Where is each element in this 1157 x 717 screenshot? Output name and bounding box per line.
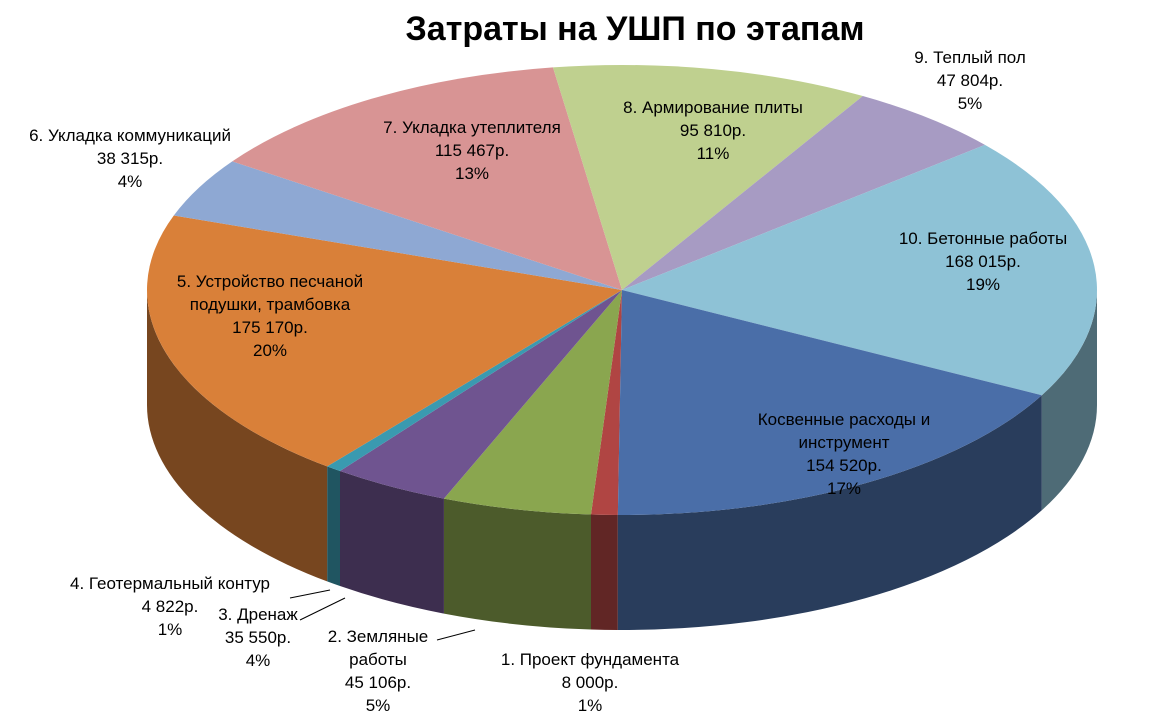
value-labels: 8 000р. xyxy=(561,673,619,692)
categories: 10. Бетонные работы xyxy=(898,229,1068,248)
chart-title: Затраты на УШП по этапам xyxy=(405,10,865,48)
slice xyxy=(146,215,622,467)
slice-label: 7. Укладка утеплителя 115 467р. 13% xyxy=(362,116,582,185)
slice-label: 8. Армирование плиты 95 810р. 11% xyxy=(593,96,833,165)
value-labels: 35 550р. xyxy=(224,628,292,647)
slice-label: 10. Бетонные работы 168 015р. 19% xyxy=(873,227,1093,296)
categories: 9. Теплый пол xyxy=(914,48,1026,67)
slice-side xyxy=(443,498,592,630)
slice-side xyxy=(617,395,1042,630)
slice-label: 2. Земляные работы 45 106р. 5% xyxy=(313,625,443,717)
categories: 7. Укладка утеплителя xyxy=(383,118,561,137)
slice xyxy=(552,65,863,291)
slice-side xyxy=(1041,290,1097,511)
percent-labels: 17% xyxy=(826,479,862,498)
slice-label: 5. Устройство песчаной подушки, трамбовк… xyxy=(155,270,385,362)
slice-side xyxy=(340,471,444,614)
categories: 2. Земляные работы xyxy=(327,627,429,669)
slice xyxy=(591,290,622,515)
value-labels: 45 106р. xyxy=(344,673,412,692)
slice xyxy=(617,290,1042,516)
value-labels: 4 822р. xyxy=(141,597,199,616)
percent-labels: 19% xyxy=(965,275,1001,294)
percent-labels: 5% xyxy=(957,94,983,113)
slice-label: 4. Геотермальный контур 4 822р. 1% xyxy=(50,572,290,641)
categories: 1. Проект фундамента xyxy=(500,650,680,669)
slice xyxy=(327,290,622,472)
slice xyxy=(173,161,623,290)
value-labels: 154 520р. xyxy=(806,456,882,475)
categories: 5. Устройство песчаной подушки, трамбовк… xyxy=(176,272,364,314)
slice xyxy=(622,96,985,290)
percent-labels: 4% xyxy=(245,651,271,670)
slice-label: 1. Проект фундамента 8 000р. 1% xyxy=(460,648,720,717)
leader-line xyxy=(299,597,346,621)
value-labels: 95 810р. xyxy=(679,121,747,140)
categories: 3. Дренаж xyxy=(218,605,298,624)
leader-line xyxy=(289,589,331,599)
slice-label: 3. Дренаж 35 550р. 4% xyxy=(203,603,313,672)
slice-label: 9. Теплый пол 47 804р. 5% xyxy=(900,46,1040,115)
slice-side xyxy=(591,514,618,630)
slice-side xyxy=(327,466,341,587)
categories: 8. Армирование плиты xyxy=(623,98,803,117)
percent-labels: 5% xyxy=(365,696,391,715)
percent-labels: 20% xyxy=(252,341,288,360)
value-labels: 115 467р. xyxy=(434,141,510,160)
slice xyxy=(340,290,622,499)
slice-side xyxy=(147,290,328,582)
value-labels: 47 804р. xyxy=(936,71,1004,90)
percent-labels: 4% xyxy=(117,172,143,191)
percent-labels: 1% xyxy=(157,620,183,639)
value-labels: 175 170р. xyxy=(232,318,308,337)
slice-label: 6. Укладка коммуникаций 38 315р. 4% xyxy=(5,124,255,193)
slice xyxy=(622,144,1097,396)
percent-labels: 13% xyxy=(454,164,490,183)
percent-labels: 11% xyxy=(696,144,730,163)
slice-label: Косвенные расходы и инструмент 154 520р. 1… xyxy=(729,408,959,500)
leader-line xyxy=(436,629,476,641)
categories: 6. Укладка коммуникаций xyxy=(29,126,231,145)
percent-labels: 1% xyxy=(577,696,603,715)
slice xyxy=(232,67,622,290)
categories: Косвенные расходы и инструмент xyxy=(757,410,931,452)
slice xyxy=(443,290,622,515)
value-labels: 38 315р. xyxy=(96,149,164,168)
value-labels: 168 015р. xyxy=(945,252,1021,271)
categories: 4. Геотермальный контур xyxy=(70,574,270,593)
